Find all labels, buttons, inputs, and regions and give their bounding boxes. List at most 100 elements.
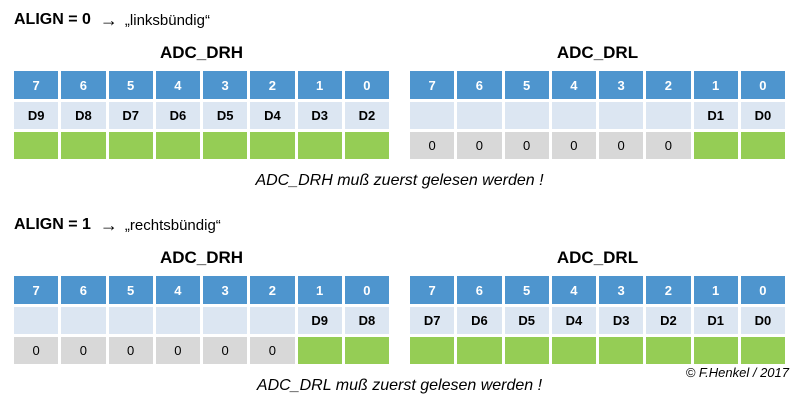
register-table: 7 6 5 4 3 2 1 0 D7 D6 D5 D4 D3 D2 D1 D0: [410, 276, 785, 364]
value-cell: [599, 337, 644, 364]
table-title-adc-drh: ADC_DRH: [159, 43, 244, 62]
value-cell: [410, 337, 455, 364]
bit-cell: 5: [504, 71, 549, 99]
data-cell: D4: [551, 307, 596, 334]
align-0-mode-label: „linksbündig“: [124, 11, 210, 29]
section-align-1: ALIGN = 1 → „rechtsbündig“ ADC_DRH 7 6 5…: [0, 215, 799, 396]
value-cell: 0: [551, 132, 596, 159]
value-cell: 0: [203, 337, 248, 364]
value-cell: [155, 132, 200, 159]
data-cell: D3: [297, 102, 342, 129]
value-cell: [646, 337, 691, 364]
data-cell: [551, 102, 596, 129]
bit-cell: 2: [646, 71, 691, 99]
value-cell: [740, 132, 785, 159]
bit-cell: 0: [740, 71, 785, 99]
value-cell: [61, 132, 106, 159]
bit-cell: 1: [297, 276, 342, 304]
data-cell: [410, 102, 455, 129]
value-cell: [504, 337, 549, 364]
register-table: 7 6 5 4 3 2 1 0 D1 D0 0: [410, 71, 785, 159]
section-align-0: ALIGN = 0 → „linksbündig“ ADC_DRH 7 6 5 …: [0, 0, 799, 191]
data-cell: D0: [740, 102, 785, 129]
value-cell: [693, 132, 738, 159]
data-cell: D7: [410, 307, 455, 334]
data-cell: [108, 307, 153, 334]
bit-cell: 5: [108, 71, 153, 99]
data-cell: [646, 102, 691, 129]
align-0-line: ALIGN = 0 → „linksbündig“: [14, 10, 799, 30]
bit-cell: 4: [155, 71, 200, 99]
data-cell: [504, 102, 549, 129]
read-order-caption-align0: ADC_DRH muß zuerst gelesen werden !: [255, 172, 544, 189]
data-cell: D1: [693, 307, 738, 334]
value-cell: 0: [410, 132, 455, 159]
value-cell: 0: [599, 132, 644, 159]
data-cell: D8: [344, 307, 389, 334]
value-cell: 0: [504, 132, 549, 159]
bit-cell: 3: [599, 276, 644, 304]
data-cell: D2: [646, 307, 691, 334]
read-order-caption-align1: ADC_DRL muß zuerst gelesen werden !: [256, 377, 543, 394]
data-cell: D1: [693, 102, 738, 129]
data-cell: D3: [599, 307, 644, 334]
data-cell: [61, 307, 106, 334]
align-1-mode-label: „rechtsbündig“: [124, 216, 221, 234]
value-cell: [740, 337, 785, 364]
value-cell: [297, 132, 342, 159]
value-cell: 0: [14, 337, 59, 364]
data-cell: [599, 102, 644, 129]
data-cell: D2: [344, 102, 389, 129]
bit-cell: 6: [61, 276, 106, 304]
bit-cell: 5: [108, 276, 153, 304]
align-0-tables-row: ADC_DRH 7 6 5 4 3 2 1 0 D9 D8 D7 D6 D5 D…: [0, 30, 799, 159]
bit-cell: 0: [740, 276, 785, 304]
value-cell: 0: [108, 337, 153, 364]
data-cell: [14, 307, 59, 334]
bit-cell: 7: [14, 71, 59, 99]
data-cell: D9: [14, 102, 59, 129]
bit-cell: 7: [410, 276, 455, 304]
value-cell: 0: [457, 132, 502, 159]
value-cell: [250, 132, 295, 159]
bit-cell: 6: [61, 71, 106, 99]
data-cell: D7: [108, 102, 153, 129]
data-cell: D4: [250, 102, 295, 129]
table-title-adc-drh: ADC_DRH: [159, 248, 244, 267]
bit-cell: 5: [504, 276, 549, 304]
value-cell: 0: [646, 132, 691, 159]
value-cell: [457, 337, 502, 364]
bit-cell: 2: [646, 276, 691, 304]
value-cell: [297, 337, 342, 364]
bit-cell: 4: [551, 71, 596, 99]
value-cell: [203, 132, 248, 159]
bit-cell: 0: [344, 71, 389, 99]
data-cell: D6: [155, 102, 200, 129]
bit-cell: 3: [203, 276, 248, 304]
bit-cell: 4: [551, 276, 596, 304]
bit-cell: 2: [250, 71, 295, 99]
bit-cell: 6: [457, 276, 502, 304]
data-cell: [203, 307, 248, 334]
value-cell: 0: [250, 337, 295, 364]
data-cell: D0: [740, 307, 785, 334]
data-cell: [155, 307, 200, 334]
right-arrow-icon: →: [99, 10, 118, 30]
table-title-adc-drl: ADC_DRL: [556, 248, 639, 267]
align-0-label: ALIGN = 0: [14, 11, 91, 28]
value-cell: [14, 132, 59, 159]
bit-cell: 1: [297, 71, 342, 99]
data-cell: D9: [297, 307, 342, 334]
value-cell: 0: [155, 337, 200, 364]
value-cell: [108, 132, 153, 159]
value-cell: 0: [61, 337, 106, 364]
copyright: © F.Henkel / 2017: [685, 365, 789, 380]
register-table: 7 6 5 4 3 2 1 0 D9 D8 0: [14, 276, 389, 364]
bit-cell: 2: [250, 276, 295, 304]
table-align1-adc-drh: ADC_DRH 7 6 5 4 3 2 1 0 D9: [14, 235, 389, 364]
bit-cell: 3: [599, 71, 644, 99]
bit-cell: 1: [693, 71, 738, 99]
table-title-adc-drl: ADC_DRL: [556, 43, 639, 62]
value-cell: [693, 337, 738, 364]
